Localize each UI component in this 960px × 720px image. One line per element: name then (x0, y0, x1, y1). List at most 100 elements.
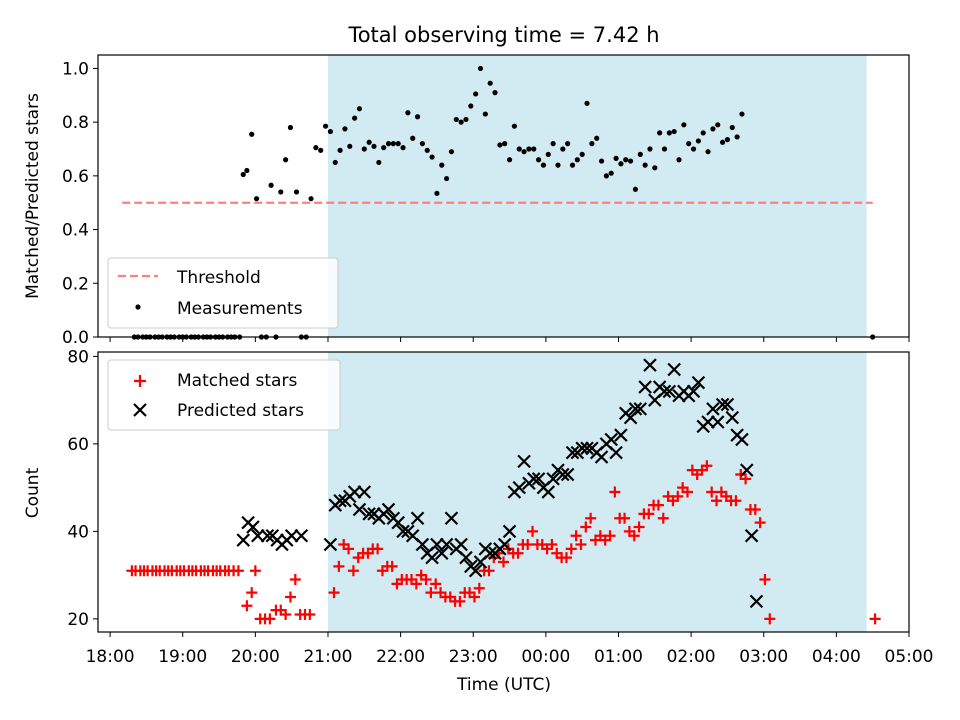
predicted-star-point (415, 537, 430, 552)
measurement-point (385, 141, 392, 147)
predicted-star-point (352, 502, 367, 517)
measurement-point (734, 134, 740, 140)
matched-star-point (498, 556, 509, 568)
measurement-point (240, 171, 246, 178)
matched-star-point (430, 578, 442, 590)
matched-star-point (764, 613, 776, 625)
measurement-point (463, 116, 469, 123)
measurement-point (366, 139, 372, 145)
legend-predicted-label: Predicted stars (177, 401, 304, 421)
measurement-point (400, 145, 406, 151)
matched-star-point (754, 517, 766, 529)
measurement-point (429, 154, 435, 160)
measurement-point (293, 189, 300, 195)
y-tick-label: 0.8 (62, 113, 89, 133)
bottom-legend: Matched stars Predicted stars (107, 359, 341, 431)
predicted-star-point (740, 463, 754, 477)
matched-star-point (711, 495, 723, 507)
predicted-star-point (691, 375, 706, 390)
matched-star-point (241, 600, 253, 612)
predicted-star-point (715, 397, 730, 412)
measurement-point (540, 162, 547, 168)
predicted-star-point (735, 432, 749, 447)
measurement-point (342, 126, 348, 132)
matched-star-point (609, 486, 621, 498)
predicted-star-point (512, 480, 527, 495)
bottom-y-axis: 20 40 60 80 (67, 347, 98, 630)
matched-legend-swatch (134, 375, 146, 387)
bottom-x-axis: 18:00 19:00 20:00 21:00 22:00 23:00 00:00 01:00… (86, 632, 934, 667)
predicted-star-point (556, 467, 570, 482)
matched-star-point (304, 609, 316, 620)
measurement-point (729, 124, 735, 131)
x-tick-label: 01:00 (594, 647, 643, 667)
measurement-point (322, 123, 329, 129)
predicted-star-point (333, 493, 347, 508)
top-series-layer (122, 65, 876, 340)
bottom-y-axis-label: Count (23, 467, 43, 518)
top-observing-span (327, 55, 867, 337)
matched-star-point (633, 521, 645, 533)
predicted-legend-swatch (133, 403, 147, 417)
measurement-point (589, 141, 595, 147)
predicted-star-point (425, 550, 439, 565)
matched-star-point (706, 486, 718, 498)
matched-star-point (681, 486, 693, 498)
predicted-star-point (701, 415, 715, 429)
measurement-point (715, 122, 721, 128)
matched-star-point (565, 543, 577, 555)
predicted-star-point (362, 507, 376, 521)
measurement-point (531, 146, 537, 152)
measurement-point (613, 155, 619, 161)
measurement-point (695, 138, 701, 144)
matched-star-point (454, 595, 466, 607)
matched-star-point (585, 512, 597, 524)
x-tick-label: 00:00 (521, 647, 570, 667)
y-tick-label: 20 (67, 610, 89, 630)
measurement-point (414, 114, 421, 120)
matched-star-point (289, 574, 301, 585)
measurement-point (395, 141, 401, 147)
measurement-point (719, 139, 726, 145)
predicted-star-point (686, 384, 701, 399)
measurement-point (410, 135, 416, 141)
top-y-axis-label: Matched/Predicted stars (23, 93, 43, 299)
x-tick-label: 02:00 (667, 647, 716, 667)
measurement-point (492, 90, 498, 96)
predicted-star-point (531, 472, 546, 486)
measurement-point (555, 162, 561, 168)
measurement-point (516, 146, 522, 152)
matched-star-point (643, 508, 655, 520)
predicted-star-point (444, 511, 459, 526)
y-tick-label: 0.0 (62, 328, 89, 348)
matched-star-point (657, 512, 669, 524)
matched-star-point (372, 543, 384, 555)
measurement-point (574, 157, 580, 163)
measurement-point (468, 103, 474, 109)
predicted-star-point (546, 472, 560, 486)
predicted-star-point (497, 537, 512, 552)
y-tick-label: 0.6 (62, 167, 89, 187)
measurement-point (287, 124, 294, 131)
matched-star-point (546, 539, 558, 550)
measurement-point (671, 128, 677, 135)
matched-star-point (652, 499, 664, 511)
matched-star-point (749, 504, 761, 515)
measurement-point (487, 80, 493, 86)
matched-star-point (575, 539, 587, 550)
top-legend-box (107, 257, 339, 329)
measurement-point (526, 146, 532, 152)
measurement-point (637, 151, 643, 157)
predicted-star-point (643, 358, 657, 372)
x-tick-label: 21:00 (303, 647, 352, 667)
legend-matched-label: Matched stars (177, 371, 297, 391)
top-legend: Threshold Measurements (107, 257, 339, 329)
bottom-observing-span (327, 352, 867, 632)
matched-star-point (249, 565, 261, 577)
measurement-point (700, 130, 706, 136)
measurement-point (337, 147, 343, 153)
predicted-star-point (454, 537, 468, 552)
predicted-star-point (628, 402, 643, 416)
measurement-point (434, 190, 440, 196)
y-tick-label: 60 (67, 435, 89, 455)
